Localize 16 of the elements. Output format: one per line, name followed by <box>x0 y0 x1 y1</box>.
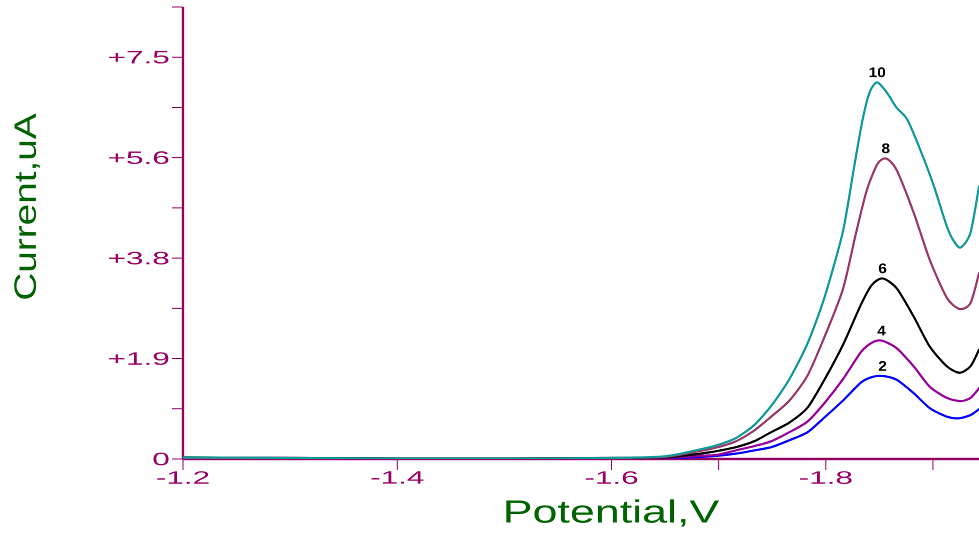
y-tick-label: 0 <box>154 452 169 466</box>
x-tick-label: -1.4 <box>372 471 424 484</box>
y-tick-label: +3.8 <box>109 252 168 264</box>
y-axis-title: Current,uA <box>14 113 40 299</box>
series-label: 2 <box>878 360 886 371</box>
x-tick-label: -1.6 <box>586 471 638 484</box>
x-tick-label: -1.2 <box>157 471 209 484</box>
x-tick-label: -1.8 <box>800 471 852 484</box>
series-label: 8 <box>882 143 890 154</box>
series-label: 6 <box>878 263 886 274</box>
y-tick-label: +7.5 <box>109 50 168 64</box>
x-axis-title: Potential,V <box>506 499 720 527</box>
y-tick-label: +5.6 <box>109 151 168 164</box>
series-label: 10 <box>870 67 886 78</box>
y-tick-label: +1.9 <box>109 352 168 365</box>
series-label: 4 <box>877 326 886 336</box>
